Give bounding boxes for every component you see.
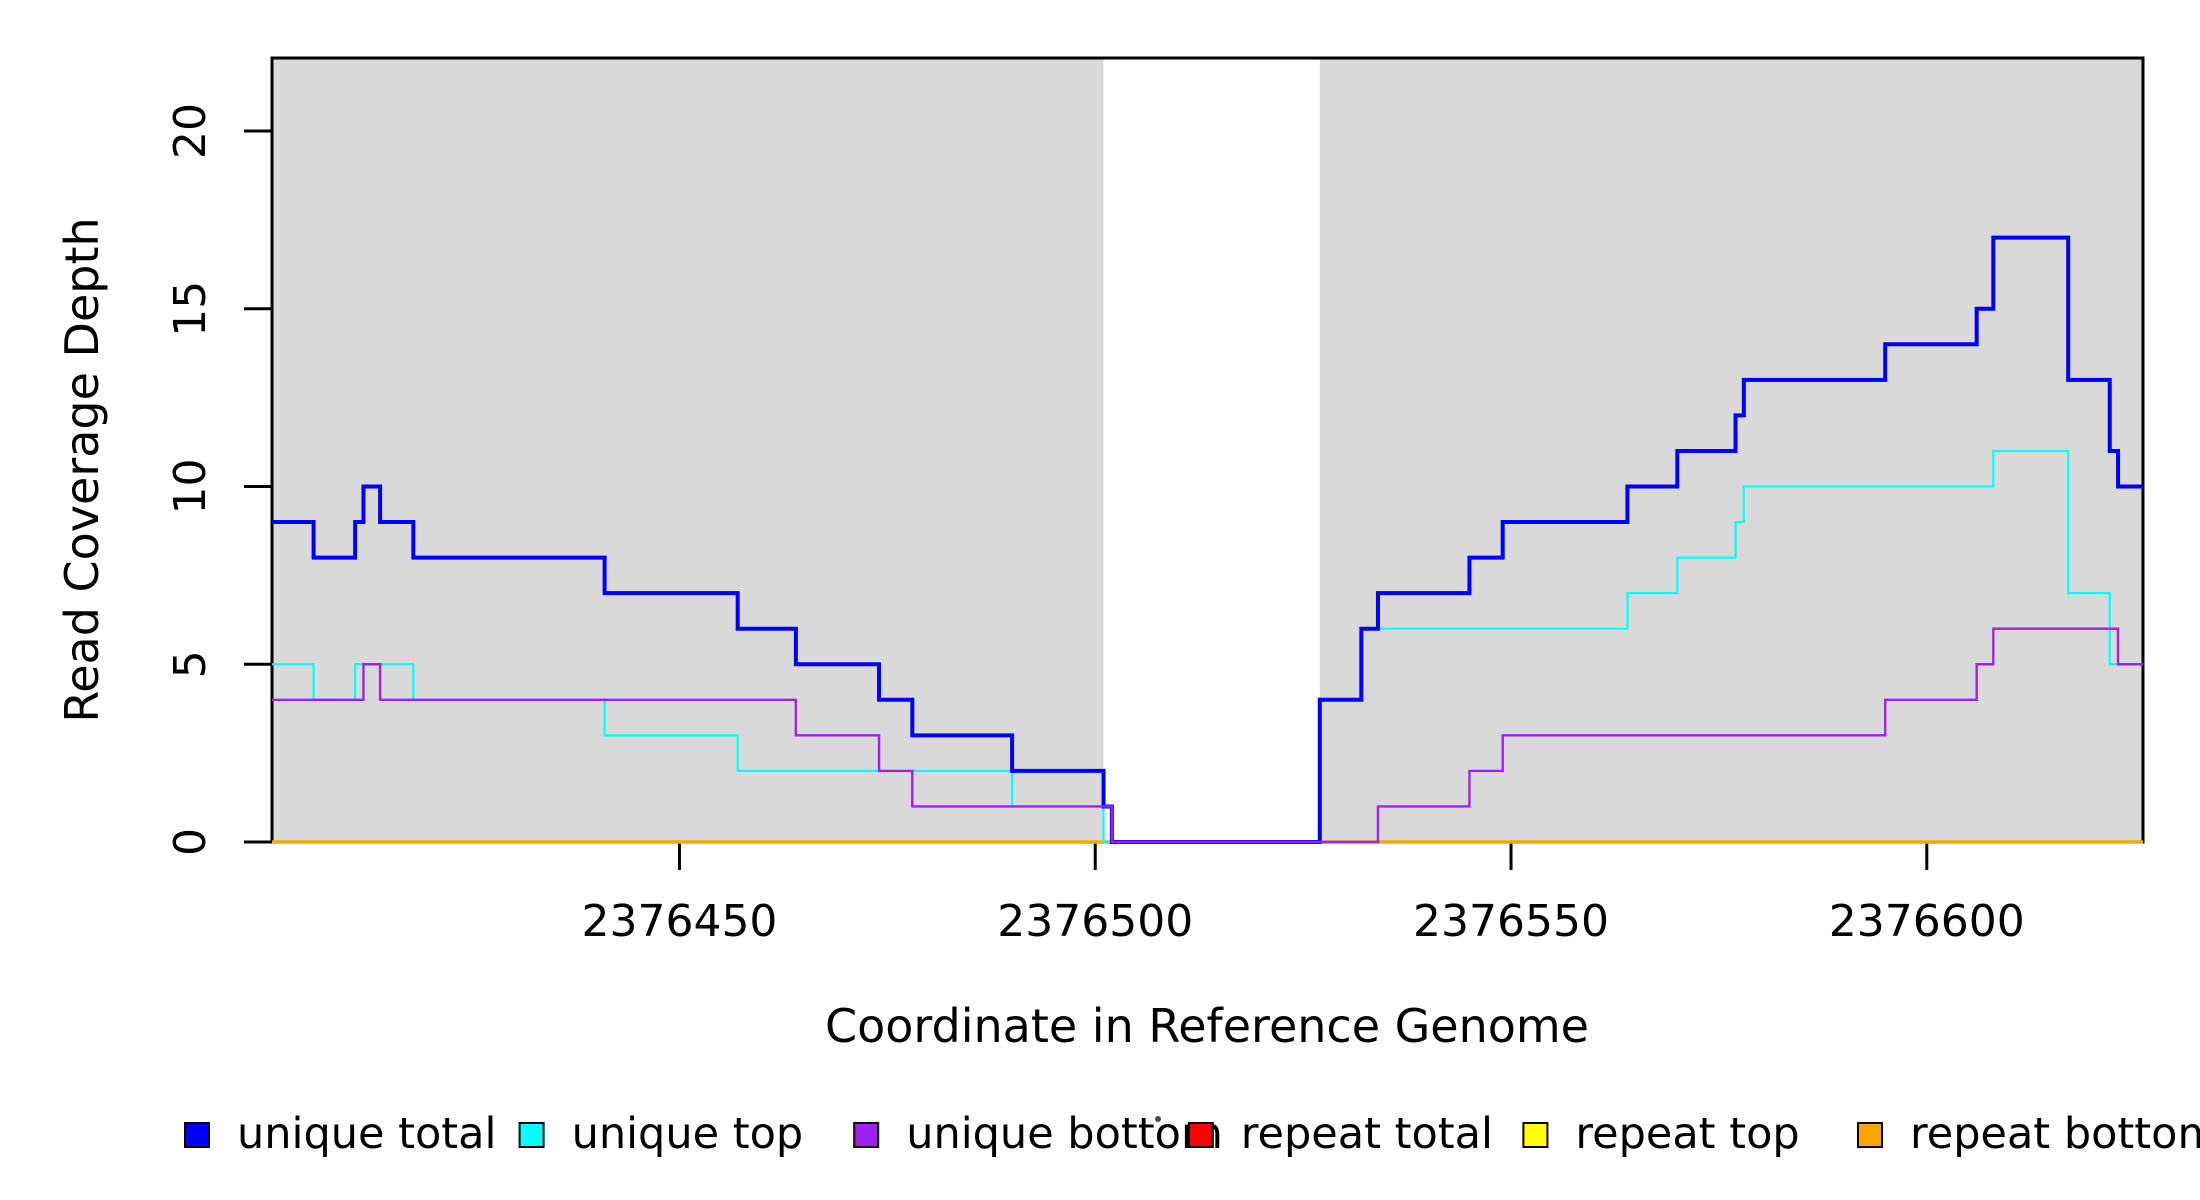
legend-label-unique-total: unique total xyxy=(237,1109,496,1159)
series-unique-total xyxy=(272,235,2143,844)
y-tick-label: 20 xyxy=(165,103,216,159)
x-tick-label: 2376500 xyxy=(997,896,1193,947)
x-tick-label: 2376450 xyxy=(581,896,777,947)
legend-label-repeat-total: repeat total xyxy=(1241,1109,1493,1159)
legend-label-unique-top: unique top xyxy=(572,1109,804,1159)
x-tick-label: 2376550 xyxy=(1413,896,1609,947)
legend-swatch-unique-total xyxy=(184,1122,210,1148)
y-tick-label: 10 xyxy=(165,459,216,515)
series-layer xyxy=(272,235,2143,844)
axes-layer: 2376450 2376500 2376550 2376600 0 5 10 15 20 xyxy=(165,103,2025,947)
series-unique-bottom xyxy=(272,627,2143,844)
covered-region xyxy=(272,58,1104,842)
legend-swatch-repeat-bottom xyxy=(1857,1122,1883,1148)
legend-label-repeat-bottom: repeat bottom xyxy=(1910,1109,2200,1159)
x-tick-label: 2376600 xyxy=(1829,896,2025,947)
legend-swatch-repeat-top xyxy=(1522,1122,1549,1148)
y-axis-title: Read Coverage Depth xyxy=(55,217,109,722)
x-axis-title: Coordinate in Reference Genome xyxy=(825,999,1589,1053)
legend-label-unique-bottom: unique bottom xyxy=(906,1109,1223,1159)
legend-swatch-unique-top xyxy=(518,1122,545,1148)
y-tick-label: 5 xyxy=(165,650,216,678)
legend: unique total unique top unique bottom repea… xyxy=(184,1109,2200,1159)
legend-label-repeat-top: repeat top xyxy=(1575,1109,1799,1159)
legend-swatch-unique-bottom xyxy=(853,1122,880,1148)
y-tick-label: 0 xyxy=(165,828,216,856)
stray-dot-artifact xyxy=(1155,1116,1161,1122)
y-tick-label: 15 xyxy=(165,281,216,337)
legend-swatch-repeat-total xyxy=(1187,1122,1214,1148)
shaded-regions-layer xyxy=(272,58,2143,842)
